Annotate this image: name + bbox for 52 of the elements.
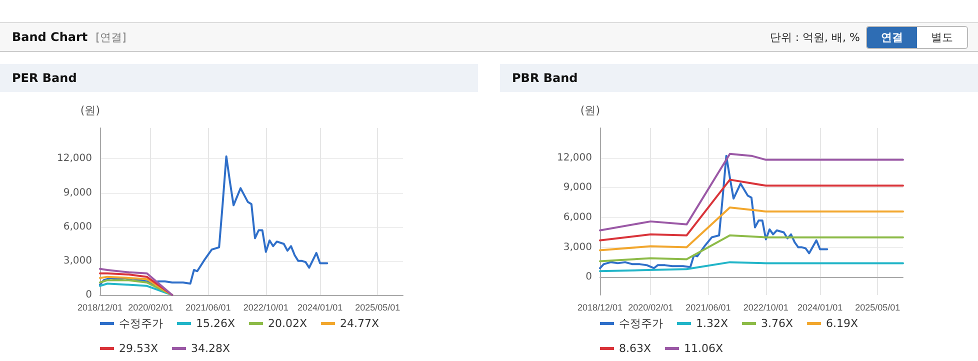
legend-label: 1.32X	[696, 317, 728, 330]
line-series	[99, 282, 174, 296]
y-tick-label: 0	[86, 290, 92, 300]
y-tick-label: 3,000	[63, 255, 92, 266]
line-series	[599, 234, 904, 262]
legend-label: 24.77X	[340, 317, 380, 330]
x-tick-label: 2021/06/01	[186, 302, 231, 312]
legend-label: 29.53X	[119, 342, 158, 355]
x-tick-label: 2018/12/01	[77, 302, 123, 312]
chart-title: PBR Band	[500, 64, 978, 92]
text: 단위 : 억원, 배, %	[770, 30, 860, 44]
x-tick-label: 2018/12/01	[577, 302, 623, 312]
legend-label: 수정주가	[619, 317, 663, 330]
y-tick-label: 0	[586, 272, 592, 283]
legend-label: 20.02X	[268, 317, 308, 330]
line-series	[99, 268, 174, 296]
text: 별도	[917, 26, 967, 48]
x-tick-label: 2025/05/01	[355, 302, 400, 312]
x-tick-label: 2024/01/01	[798, 302, 843, 312]
line-series	[599, 206, 904, 252]
legend-label: 8.63X	[619, 342, 652, 355]
line-series	[99, 155, 328, 286]
legend-label: 수정주가	[119, 317, 163, 330]
y-tick-label: 9,000	[63, 187, 92, 198]
y-tick-label: 9,000	[563, 182, 592, 194]
y-axis-title: (원)	[580, 104, 600, 117]
line-series	[599, 152, 904, 232]
x-tick-label: 2025/05/01	[855, 302, 900, 312]
line-series	[599, 261, 904, 272]
legend-label: 11.06X	[684, 342, 724, 355]
legend-label: 34.28X	[191, 342, 231, 355]
legend-label: 6.19X	[826, 317, 859, 330]
text: 연결	[867, 26, 917, 48]
y-axis-title: (원)	[80, 104, 100, 117]
line-series	[599, 154, 828, 270]
x-tick-label: 2020/02/01	[628, 302, 674, 312]
x-tick-label: 2022/10/01	[243, 302, 288, 312]
y-tick-label: 12,000	[57, 153, 92, 164]
y-tick-label: 3,000	[563, 242, 592, 253]
y-tick-label: 12,000	[557, 152, 592, 164]
x-tick-label: 2024/01/01	[298, 302, 343, 312]
x-tick-label: 2022/10/01	[743, 302, 788, 312]
chart-title: PER Band	[0, 64, 478, 92]
text: [연결]	[96, 30, 126, 44]
text: Band Chart	[12, 30, 88, 44]
legend-label: 15.26X	[196, 317, 236, 330]
legend-label: 3.76X	[761, 317, 794, 330]
line-series	[599, 178, 904, 242]
x-tick-label: 2020/02/01	[128, 302, 174, 312]
y-tick-label: 6,000	[563, 212, 592, 223]
x-tick-label: 2021/06/01	[686, 302, 731, 312]
y-tick-label: 6,000	[63, 221, 92, 232]
